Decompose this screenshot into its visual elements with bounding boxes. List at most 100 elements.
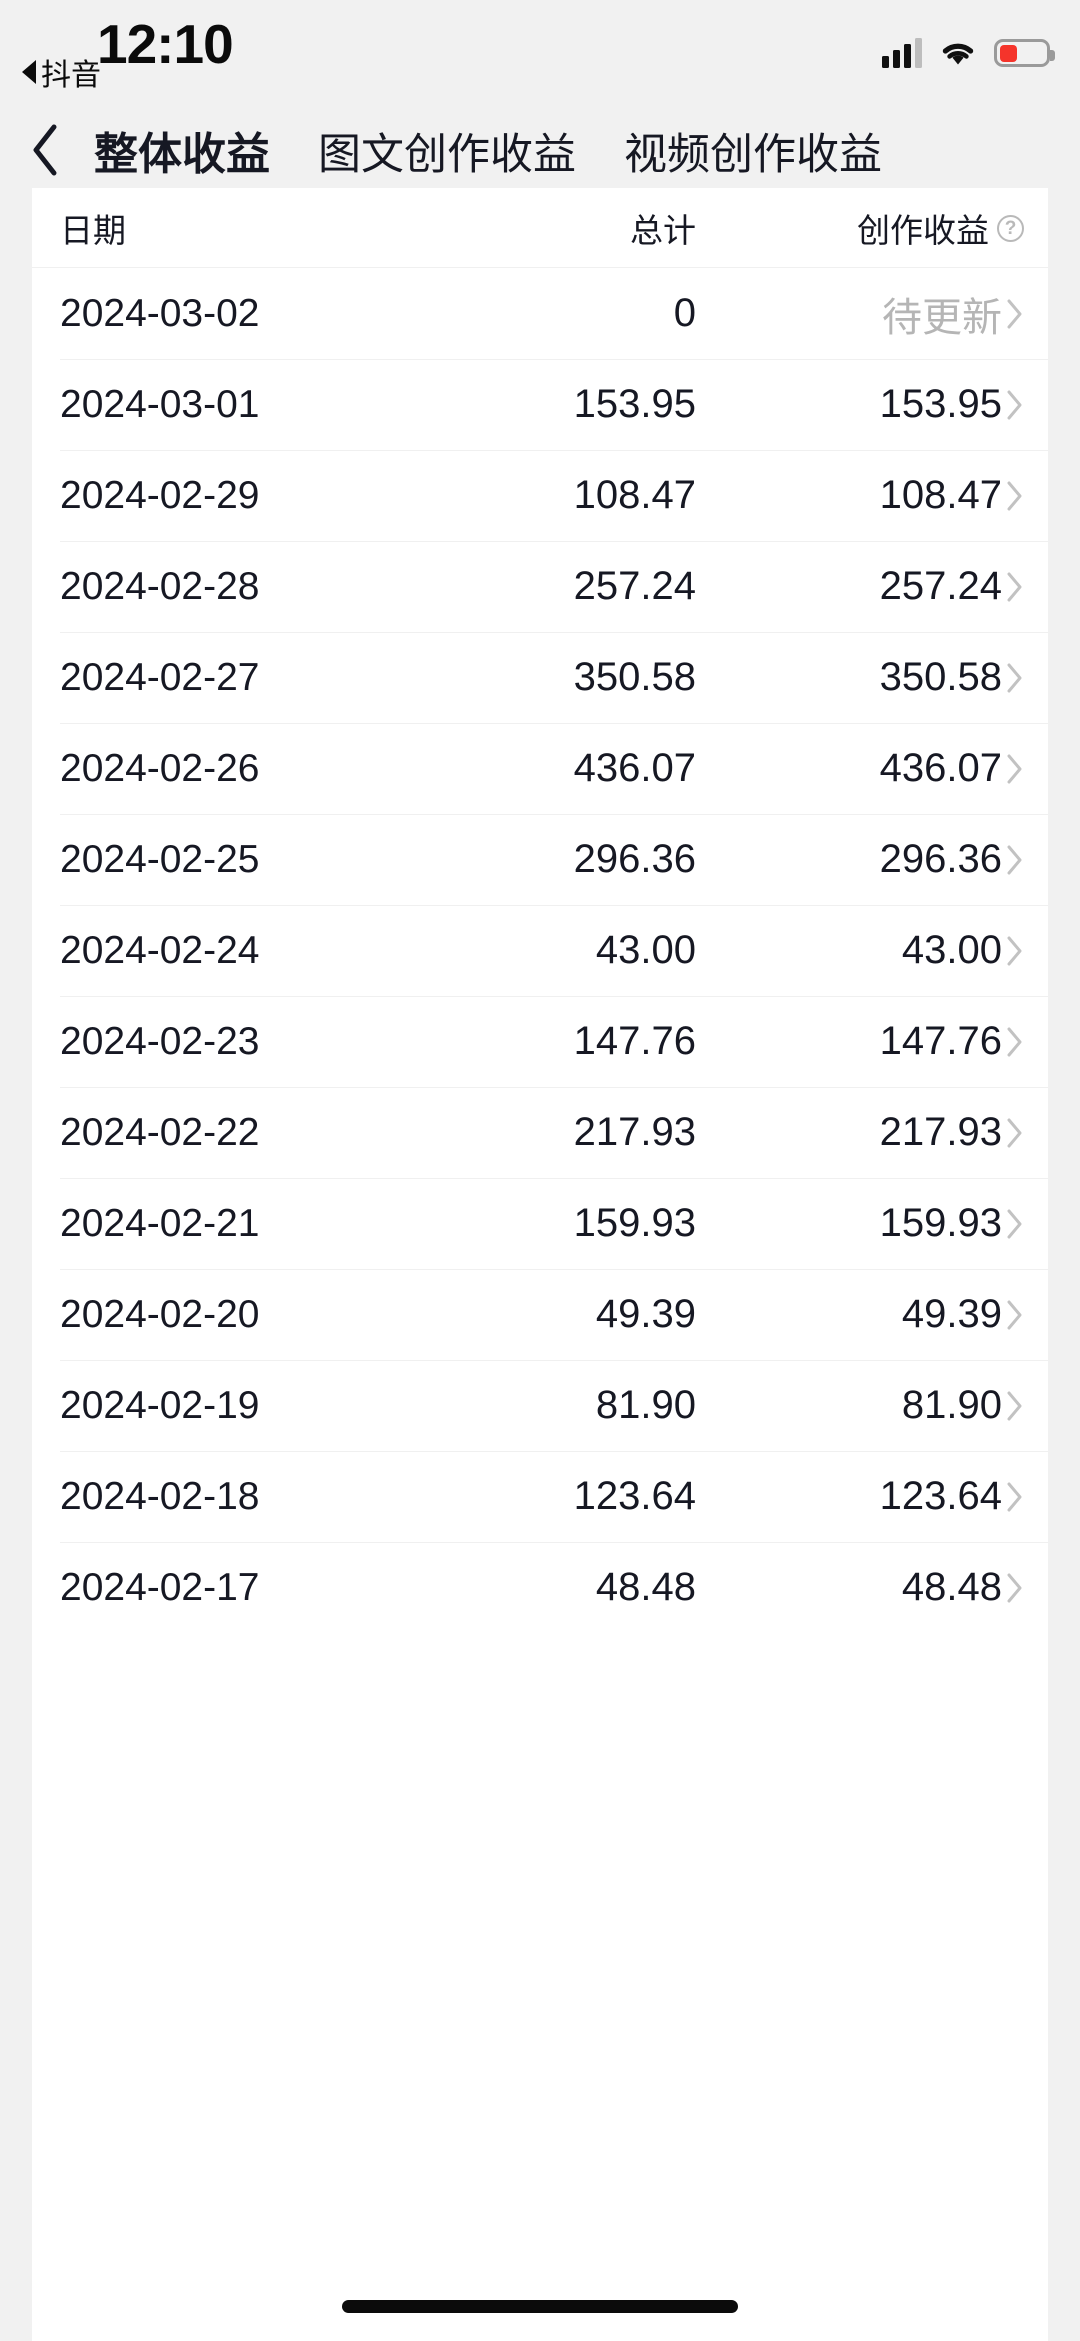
column-header-date: 日期: [60, 212, 126, 249]
chevron-right-icon: [1006, 389, 1024, 421]
tab-video-earnings[interactable]: 视频创作收益: [618, 120, 888, 182]
navigation-tab-bar: 整体收益 图文创作收益 视频创作收益: [0, 110, 1080, 204]
cell-earnings: 350.58: [774, 655, 1024, 700]
cell-total: 217.93: [573, 1110, 696, 1154]
table-row[interactable]: 2024-02-20 49.39 49.39: [32, 1269, 1048, 1360]
table-row[interactable]: 2024-02-24 43.00 43.00: [32, 905, 1048, 996]
column-header-earnings-label: 创作收益: [857, 212, 989, 249]
chevron-right-icon: [1006, 935, 1024, 967]
cell-total: 147.76: [573, 1019, 696, 1063]
cell-earnings-value: 49.39: [901, 1292, 1002, 1336]
cell-date: 2024-02-27: [60, 655, 260, 699]
cell-date: 2024-02-23: [60, 1019, 260, 1063]
table-row[interactable]: 2024-03-02 0 待更新: [32, 268, 1048, 359]
tab-overall-earnings[interactable]: 整体收益: [88, 118, 276, 204]
question-circle-icon[interactable]: ?: [997, 214, 1024, 242]
cell-total: 159.93: [573, 1201, 696, 1245]
cell-total: 257.24: [573, 564, 696, 608]
table-row[interactable]: 2024-02-22 217.93 217.93: [32, 1087, 1048, 1178]
cell-earnings: 43.00: [774, 928, 1024, 973]
chevron-right-icon: [1006, 1117, 1024, 1149]
cell-date: 2024-02-18: [60, 1474, 260, 1518]
tab-label: 视频创作收益: [624, 131, 882, 179]
table-row[interactable]: 2024-02-28 257.24 257.24: [32, 541, 1048, 632]
cellular-signal-icon: [882, 38, 922, 68]
cell-earnings-value: 81.90: [901, 1383, 1002, 1427]
cell-earnings-value: 108.47: [879, 473, 1002, 517]
earnings-table: 日期 总计 创作收益 ? 2024-03-02 0 待更新 2024-03-01 153…: [32, 188, 1048, 2341]
table-row[interactable]: 2024-02-27 350.58 350.58: [32, 632, 1048, 723]
cell-date: 2024-02-19: [60, 1383, 260, 1427]
status-bar-time: 12:10: [97, 13, 234, 75]
cell-total: 43.00: [595, 928, 696, 972]
table-row[interactable]: 2024-02-21 159.93 159.93: [32, 1178, 1048, 1269]
tab-label: 整体收益: [94, 130, 270, 179]
cell-date: 2024-02-29: [60, 473, 260, 517]
cell-date: 2024-02-25: [60, 837, 260, 881]
table-row[interactable]: 2024-02-26 436.07 436.07: [32, 723, 1048, 814]
back-button[interactable]: [10, 123, 80, 177]
cell-total: 81.90: [595, 1383, 696, 1427]
cell-earnings-value: 217.93: [879, 1110, 1002, 1154]
table-row[interactable]: 2024-03-01 153.95 153.95: [32, 359, 1048, 450]
cell-total: 153.95: [573, 382, 696, 426]
table-row[interactable]: 2024-02-23 147.76 147.76: [32, 996, 1048, 1087]
cell-total: 123.64: [573, 1474, 696, 1518]
cell-date: 2024-02-22: [60, 1110, 260, 1154]
back-to-app-label: 抖音: [41, 59, 101, 92]
cell-earnings: 48.48: [774, 1565, 1024, 1610]
cell-earnings-value: 147.76: [879, 1019, 1002, 1063]
chevron-right-icon: [1006, 298, 1024, 330]
tab-list: 整体收益 图文创作收益 视频创作收益: [88, 118, 888, 204]
wifi-icon: [939, 38, 977, 68]
cell-date: 2024-02-28: [60, 564, 260, 608]
chevron-right-icon: [1006, 480, 1024, 512]
cell-earnings-value: 123.64: [879, 1474, 1002, 1518]
table-header-row: 日期 总计 创作收益 ?: [32, 188, 1048, 268]
cell-date: 2024-02-17: [60, 1565, 260, 1609]
cell-date: 2024-03-01: [60, 382, 260, 426]
cell-date: 2024-03-02: [60, 291, 260, 335]
status-bar: 12:10 抖音: [0, 0, 1080, 110]
cell-earnings: 436.07: [774, 746, 1024, 791]
cell-earnings-value: 43.00: [901, 928, 1002, 972]
table-row[interactable]: 2024-02-17 48.48 48.48: [32, 1542, 1048, 1633]
back-to-app-link[interactable]: 抖音: [22, 50, 101, 94]
cell-earnings: 159.93: [774, 1201, 1024, 1246]
chevron-right-icon: [1006, 753, 1024, 785]
cell-earnings: 153.95: [774, 382, 1024, 427]
chevron-right-icon: [1006, 571, 1024, 603]
chevron-right-icon: [1006, 1390, 1024, 1422]
cell-total: 0: [673, 291, 696, 335]
table-row[interactable]: 2024-02-19 81.90 81.90: [32, 1360, 1048, 1451]
cell-date: 2024-02-24: [60, 928, 260, 972]
status-bar-indicators: [882, 38, 1055, 68]
cell-earnings-value: 48.48: [901, 1565, 1002, 1609]
tab-article-earnings[interactable]: 图文创作收益: [312, 120, 582, 182]
cell-earnings: 81.90: [774, 1383, 1024, 1428]
cell-earnings: 296.36: [774, 837, 1024, 882]
tab-label: 图文创作收益: [318, 131, 576, 179]
cell-total: 108.47: [573, 473, 696, 517]
cell-earnings: 108.47: [774, 473, 1024, 518]
cell-total: 350.58: [573, 655, 696, 699]
chevron-right-icon: [1006, 1572, 1024, 1604]
cell-date: 2024-02-20: [60, 1292, 260, 1336]
cell-total: 48.48: [595, 1565, 696, 1609]
table-row[interactable]: 2024-02-25 296.36 296.36: [32, 814, 1048, 905]
chevron-right-icon: [1006, 1026, 1024, 1058]
table-row[interactable]: 2024-02-29 108.47 108.47: [32, 450, 1048, 541]
chevron-right-icon: [1006, 1208, 1024, 1240]
cell-earnings: 123.64: [774, 1474, 1024, 1519]
cell-earnings-value: 257.24: [879, 564, 1002, 608]
cell-earnings-value: 159.93: [879, 1201, 1002, 1245]
cell-earnings: 217.93: [774, 1110, 1024, 1155]
chevron-right-icon: [1006, 662, 1024, 694]
home-indicator: [342, 2300, 738, 2313]
cell-total: 436.07: [573, 746, 696, 790]
table-body: 2024-03-02 0 待更新 2024-03-01 153.95 153.95 2024…: [32, 268, 1048, 1633]
cell-earnings: 49.39: [774, 1292, 1024, 1337]
cell-earnings-value: 153.95: [879, 382, 1002, 426]
triangle-left-icon: [22, 60, 36, 84]
table-row[interactable]: 2024-02-18 123.64 123.64: [32, 1451, 1048, 1542]
